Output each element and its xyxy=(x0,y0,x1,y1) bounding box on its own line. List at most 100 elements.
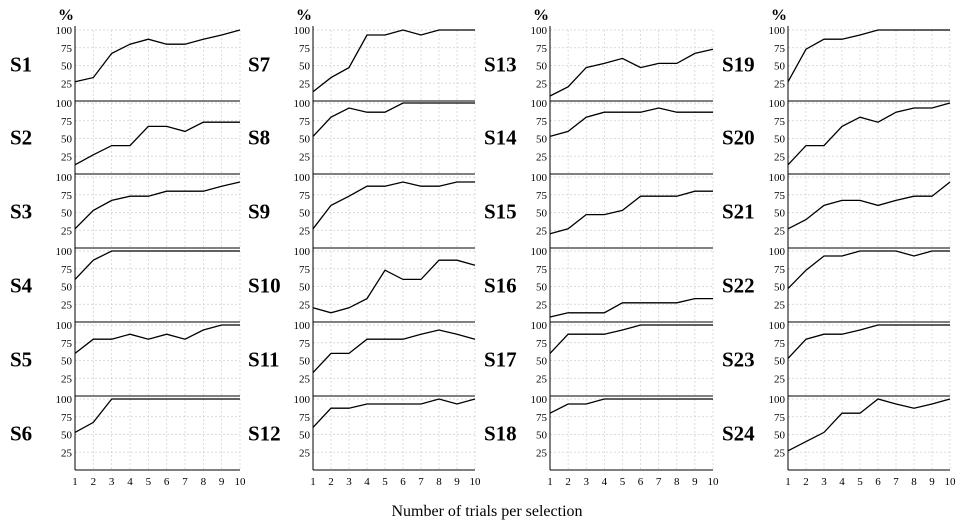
x-tick-label: 8 xyxy=(674,476,680,488)
y-tick-label: 25 xyxy=(299,447,311,459)
panel-s23: 25 50 75 100 S23 xyxy=(722,320,951,397)
y-tick-label: 25 xyxy=(774,447,786,459)
x-tick-label: 3 xyxy=(346,476,352,488)
y-tick-label: 25 xyxy=(774,151,786,163)
subject-label: S17 xyxy=(484,348,517,372)
series-line-s5 xyxy=(74,324,240,354)
x-tick-label: 6 xyxy=(400,476,406,488)
subject-label: S6 xyxy=(10,422,32,446)
y-tick-label: 100 xyxy=(56,320,73,332)
series-line-s12 xyxy=(312,398,476,428)
y-unit-label: % xyxy=(771,7,787,24)
subject-label: S20 xyxy=(722,126,755,150)
subject-label: S7 xyxy=(248,53,270,77)
y-tick-label: 75 xyxy=(61,190,73,202)
x-tick-label: 3 xyxy=(821,476,827,488)
x-tick-label: 7 xyxy=(182,476,188,488)
panel-s15: 25 50 75 100 S15 xyxy=(484,172,714,249)
y-tick-label: 25 xyxy=(299,225,311,237)
panel-s19: 25 50 75 100 S19 xyxy=(722,25,951,102)
x-tick-label: 3 xyxy=(109,476,115,488)
y-tick-label: 75 xyxy=(536,412,548,424)
series-line-s14 xyxy=(549,107,713,138)
series-line-s6 xyxy=(74,398,240,433)
subject-label: S15 xyxy=(484,200,517,224)
y-tick-label: 100 xyxy=(294,25,311,37)
panel-s4: 25 50 75 100 S4 xyxy=(10,246,241,323)
panel-s22: 25 50 75 100 S22 xyxy=(722,246,951,323)
y-tick-label: 50 xyxy=(774,208,786,220)
x-axis-label: Number of trials per selection xyxy=(391,503,582,520)
y-tick-label: 100 xyxy=(531,246,548,258)
y-tick-label: 75 xyxy=(61,43,73,55)
panel-s12: 25 50 75 100 S12 xyxy=(248,394,476,471)
y-tick-label: 50 xyxy=(61,282,73,294)
y-tick-label: 25 xyxy=(774,225,786,237)
y-tick-label: 75 xyxy=(299,190,311,202)
y-tick-label: 100 xyxy=(531,25,548,37)
y-tick-label: 100 xyxy=(294,394,311,406)
y-unit-label: % xyxy=(533,7,549,24)
y-tick-label: 100 xyxy=(769,320,786,332)
y-tick-label: 75 xyxy=(536,43,548,55)
panel-grid: 25 50 75 100 S1 25 50 75 100 S2 25 50 75 100 S3 25 50 75 1… xyxy=(10,25,951,471)
y-tick-label: 25 xyxy=(536,447,548,459)
subject-label: S16 xyxy=(484,274,517,298)
y-tick-label: 75 xyxy=(299,412,311,424)
series-line-s20 xyxy=(787,102,951,166)
subject-label: S5 xyxy=(10,348,32,372)
y-unit-label: % xyxy=(58,7,74,24)
x-tick-label: 9 xyxy=(454,476,460,488)
y-tick-label: 50 xyxy=(299,356,311,368)
panel-s7: 25 50 75 100 S7 xyxy=(248,25,476,102)
y-tick-label: 100 xyxy=(56,25,73,37)
series-line-s18 xyxy=(549,398,713,414)
subject-label: S4 xyxy=(10,274,33,298)
panel-s18: 25 50 75 100 S18 xyxy=(484,394,714,471)
y-tick-label: 25 xyxy=(536,299,548,311)
subject-label: S18 xyxy=(484,422,517,446)
y-tick-label: 75 xyxy=(299,43,311,55)
y-tick-label: 25 xyxy=(299,373,311,385)
panel-s3: 25 50 75 100 S3 xyxy=(10,172,241,249)
y-tick-label: 100 xyxy=(769,25,786,37)
y-tick-label: 75 xyxy=(299,338,311,350)
y-tick-label: 100 xyxy=(294,172,311,184)
y-tick-label: 100 xyxy=(56,246,73,258)
y-tick-label: 100 xyxy=(56,394,73,406)
series-line-s23 xyxy=(787,324,950,359)
y-tick-label: 75 xyxy=(774,264,786,276)
x-tick-label: 6 xyxy=(638,476,644,488)
y-tick-label: 50 xyxy=(536,61,548,73)
y-tick-label: 75 xyxy=(536,264,548,276)
y-tick-label: 100 xyxy=(531,172,548,184)
series-line-s22 xyxy=(787,250,950,290)
x-tick-label: 4 xyxy=(839,476,845,488)
y-tick-label: 25 xyxy=(774,373,786,385)
y-tick-label: 50 xyxy=(61,356,73,368)
y-tick-label: 25 xyxy=(61,299,73,311)
subject-label: S8 xyxy=(248,126,270,150)
y-tick-label: 25 xyxy=(61,78,73,90)
y-tick-label: 50 xyxy=(61,134,73,146)
x-tick-label: 2 xyxy=(328,476,334,488)
panel-s8: 25 50 75 100 S8 xyxy=(248,98,476,175)
subject-label: S23 xyxy=(722,348,755,372)
x-tick-label: 3 xyxy=(583,476,589,488)
x-tick-label: 10 xyxy=(708,476,720,488)
y-tick-label: 75 xyxy=(61,116,73,128)
subject-label: S1 xyxy=(10,53,32,77)
series-line-s24 xyxy=(787,398,951,452)
panel-s14: 25 50 75 100 S14 xyxy=(484,98,714,175)
y-tick-label: 100 xyxy=(531,98,548,110)
y-tick-label: 75 xyxy=(61,264,73,276)
panel-s5: 25 50 75 100 S5 xyxy=(10,320,241,397)
x-tick-label: 10 xyxy=(235,476,247,488)
panel-s21: 25 50 75 100 S21 xyxy=(722,172,951,249)
y-tick-label: 100 xyxy=(769,98,786,110)
x-tick-label: 5 xyxy=(382,476,388,488)
series-line-s1 xyxy=(74,29,241,83)
y-tick-label: 75 xyxy=(61,412,73,424)
y-tick-label: 25 xyxy=(536,225,548,237)
